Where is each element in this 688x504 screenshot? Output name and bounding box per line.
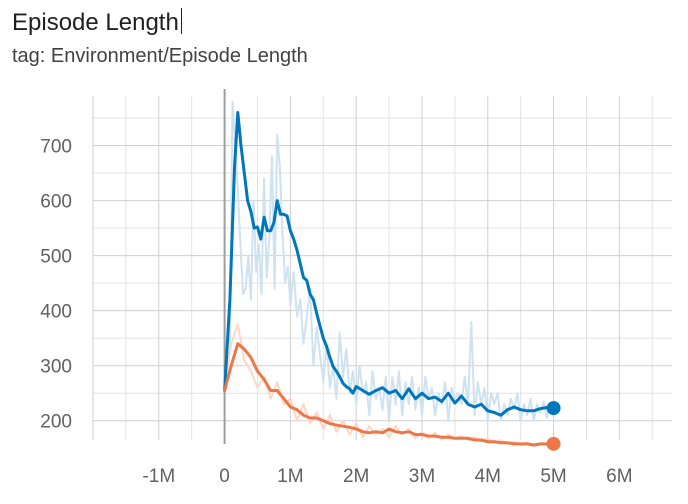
x-tick-label: 0 xyxy=(219,466,230,487)
y-tick-label: 400 xyxy=(40,302,72,323)
series-1-end-marker xyxy=(546,436,561,451)
chart-title: Episode Length xyxy=(12,9,179,36)
text-caret xyxy=(180,8,182,34)
y-tick-label: 300 xyxy=(40,357,72,378)
x-tick-label: 1M xyxy=(277,466,303,487)
y-tick-label: 700 xyxy=(40,137,72,158)
x-tick-label: -1M xyxy=(142,466,175,487)
series-0-end-marker xyxy=(546,401,561,416)
y-tick-label: 500 xyxy=(40,247,72,268)
x-tick-label: 3M xyxy=(409,466,435,487)
x-tick-label: 2M xyxy=(343,466,369,487)
series-0-line xyxy=(223,111,556,417)
chart-tag: tag: Environment/Episode Length xyxy=(12,45,308,67)
series-0-raw-line xyxy=(223,100,555,422)
series-1-line xyxy=(223,342,556,447)
chart-title-row: Episode Length xyxy=(12,6,182,40)
x-tick-label: 5M xyxy=(540,466,566,487)
x-tick-label: 6M xyxy=(606,466,632,487)
y-tick-label: 600 xyxy=(40,192,72,213)
y-tick-label: 200 xyxy=(40,412,72,433)
x-tick-label: 4M xyxy=(475,466,501,487)
